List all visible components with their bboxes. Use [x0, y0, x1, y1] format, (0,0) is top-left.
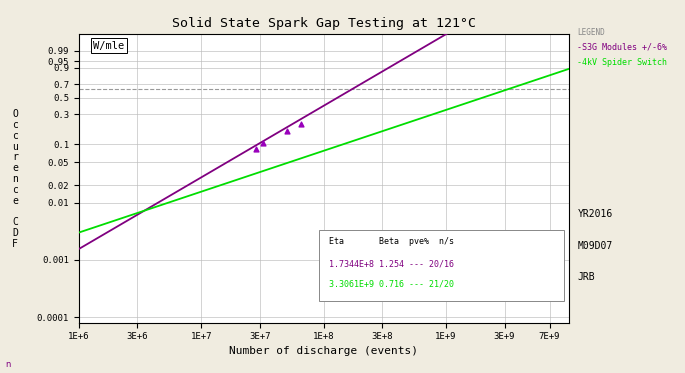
Text: 3.3061E+9 0.716 --- 21/20: 3.3061E+9 0.716 --- 21/20 [329, 279, 453, 288]
Text: -S3G Modules +/-6%: -S3G Modules +/-6% [577, 43, 667, 52]
Text: JRB: JRB [577, 272, 595, 282]
Point [282, 128, 292, 134]
Text: LEGEND: LEGEND [577, 28, 606, 37]
Text: 1.7344E+8 1.254 --- 20/16: 1.7344E+8 1.254 --- 20/16 [329, 259, 453, 268]
X-axis label: Number of discharge (events): Number of discharge (events) [229, 345, 418, 355]
Point [258, 140, 269, 146]
FancyBboxPatch shape [319, 230, 564, 301]
Text: O
c
c
u
r
e
n
c
e
 
C
D
F: O c c u r e n c e C D F [12, 109, 18, 249]
Text: M09D07: M09D07 [577, 241, 612, 251]
Point [295, 122, 306, 128]
Text: YR2016: YR2016 [577, 209, 612, 219]
Text: Eta       Beta  pve%  n/s: Eta Beta pve% n/s [329, 237, 453, 247]
Point [251, 146, 262, 152]
Text: W/mle: W/mle [93, 41, 125, 51]
Text: -4kV Spider Switch: -4kV Spider Switch [577, 58, 667, 67]
Text: n: n [5, 360, 11, 369]
Title: Solid State Spark Gap Testing at 121°C: Solid State Spark Gap Testing at 121°C [172, 17, 475, 29]
